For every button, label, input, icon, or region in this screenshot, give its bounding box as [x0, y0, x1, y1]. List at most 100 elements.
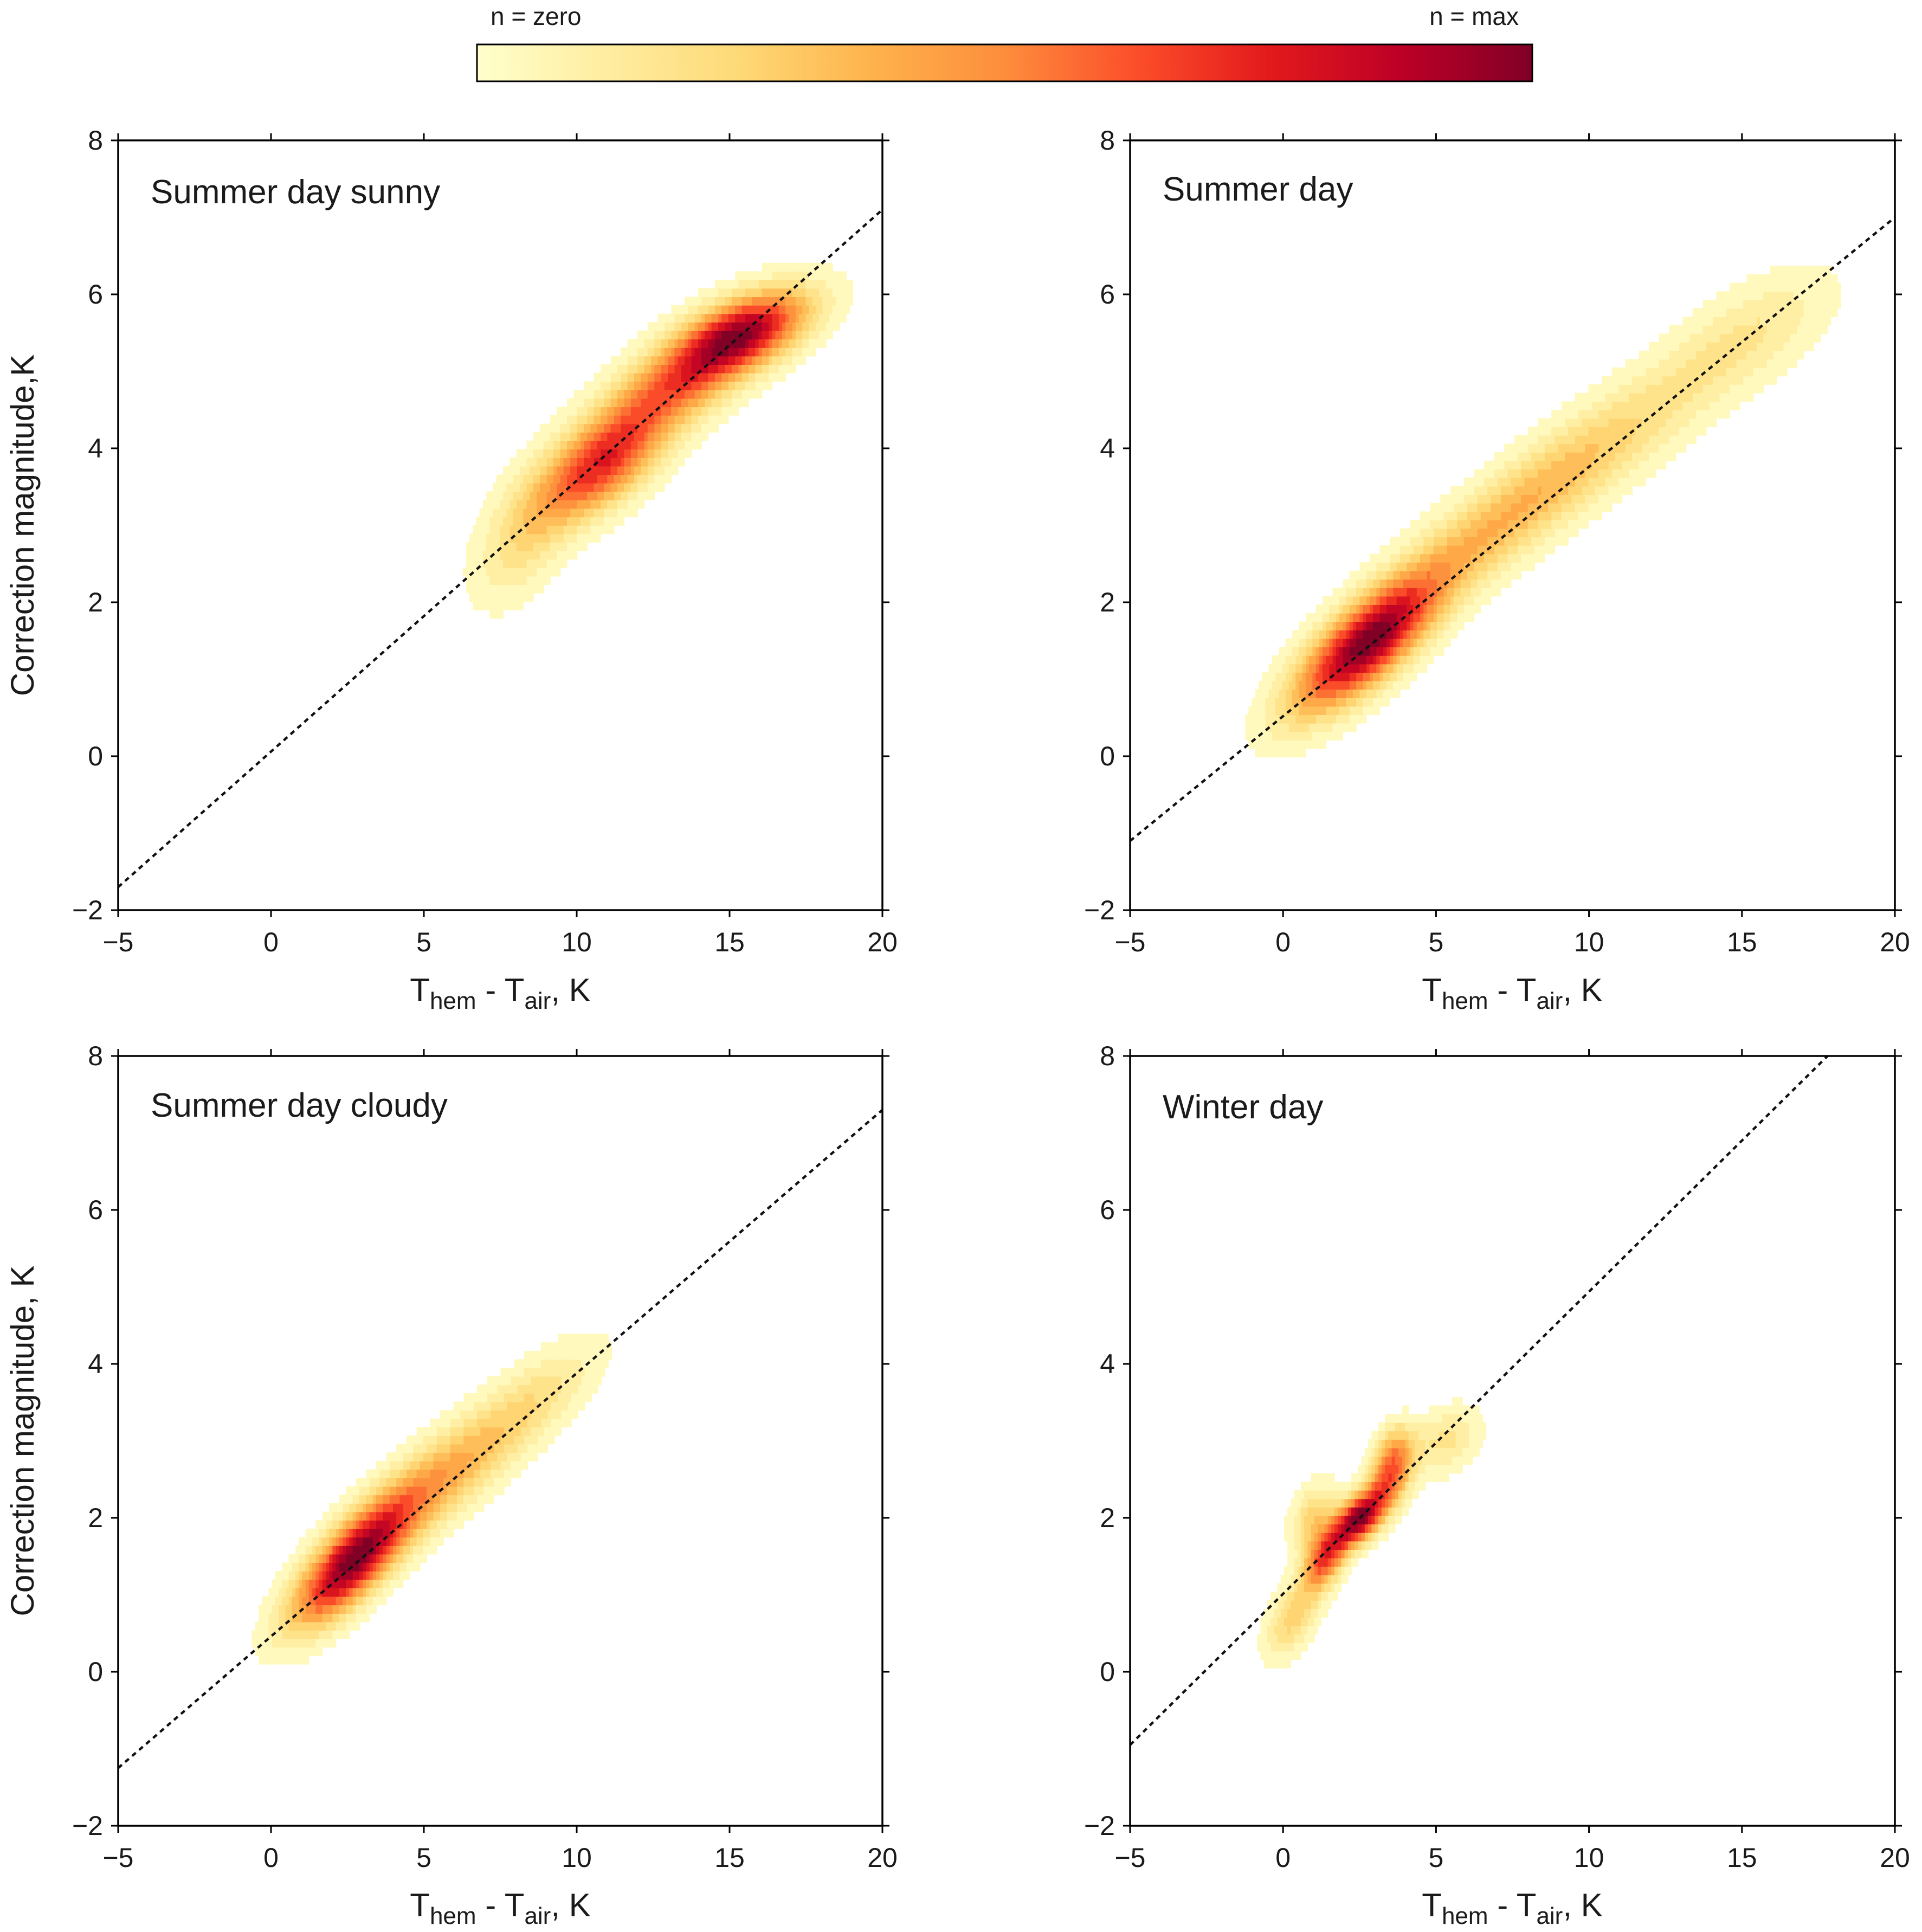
density-cell: [621, 482, 625, 492]
density-cell: [1723, 325, 1727, 334]
density-cell: [778, 280, 783, 289]
density-cell: [1484, 528, 1488, 538]
density-cell: [1467, 579, 1471, 588]
density-cell: [1470, 604, 1475, 614]
density-cell: [661, 415, 665, 424]
density-cell: [647, 449, 652, 458]
density-cell: [1248, 723, 1253, 732]
density-cell: [1827, 291, 1831, 300]
density-cell: [621, 432, 625, 441]
density-cell: [1646, 460, 1649, 470]
density-cell: [540, 432, 544, 441]
density-cell: [1491, 570, 1495, 580]
density-cell: [641, 449, 645, 458]
density-cell: [651, 381, 655, 390]
density-cell: [1319, 630, 1323, 639]
density-cell: [1655, 401, 1660, 410]
density-cell: [1521, 469, 1525, 478]
density-cell: [503, 500, 507, 509]
density-cell: [654, 398, 659, 408]
density-cell: [1834, 308, 1838, 317]
density-cell: [1359, 588, 1364, 597]
density-cell: [775, 313, 779, 323]
density-cell: [1726, 325, 1730, 334]
density-cell: [627, 500, 631, 509]
density-cell: [755, 271, 759, 280]
density-cell: [1363, 714, 1367, 724]
density-cell: [1608, 427, 1613, 436]
density-cell: [671, 381, 675, 390]
density-cell: [1575, 443, 1579, 453]
density-cell: [1343, 579, 1347, 588]
density-cell: [1652, 469, 1656, 478]
density-cell: [1750, 384, 1754, 394]
density-cell: [1272, 698, 1276, 707]
density-cell: [1642, 367, 1646, 377]
density-cell: [674, 381, 679, 390]
density-cell: [543, 440, 547, 450]
density-cell: [705, 372, 709, 382]
density-cell: [1669, 342, 1673, 351]
density-cell: [597, 440, 601, 450]
density-cell: [731, 390, 736, 399]
density-cell: [698, 390, 702, 399]
density-cell: [540, 449, 544, 458]
density-cell: [752, 305, 756, 314]
density-cell: [1292, 706, 1297, 716]
density-cell: [336, 1545, 340, 1555]
density-cell: [1420, 613, 1424, 622]
density-cell: [315, 1554, 320, 1563]
density-cell: [627, 390, 631, 399]
density-cell: [1575, 418, 1579, 427]
density-cell: [597, 466, 601, 475]
density-cell: [1376, 672, 1381, 681]
density-cell: [1470, 596, 1475, 605]
density-cell: [513, 525, 517, 534]
density-cell: [799, 297, 803, 306]
density-cell: [1447, 511, 1451, 520]
density-cell: [1457, 537, 1461, 546]
density-cell: [1770, 325, 1774, 334]
density-cell: [1713, 401, 1717, 410]
density-cell: [315, 1571, 320, 1580]
density-cell: [1750, 299, 1754, 309]
density-cell: [526, 593, 531, 602]
density-cell: [1666, 392, 1670, 402]
density-cell: [509, 568, 514, 577]
density-cell: [1457, 520, 1461, 529]
density-cell: [799, 356, 803, 365]
density-cell: [1538, 435, 1542, 445]
density-cell: [516, 593, 520, 602]
density-cell: [1783, 274, 1788, 284]
density-cell: [1710, 376, 1713, 385]
density-cell: [503, 466, 507, 475]
density-cell: [805, 288, 810, 297]
density-cell: [749, 322, 752, 331]
density-cell: [805, 271, 810, 280]
density-cell: [570, 525, 575, 534]
density-cell: [651, 330, 655, 340]
density-cell: [1352, 613, 1357, 622]
density-cell: [1611, 410, 1616, 419]
density-cell: [1393, 630, 1397, 639]
density-cell: [1555, 443, 1559, 453]
density-cell: [1649, 443, 1653, 453]
density-cell: [332, 1562, 337, 1572]
density-cell: [1356, 655, 1360, 665]
density-cell: [1343, 621, 1347, 630]
density-cell: [557, 407, 561, 416]
density-cell: [1548, 435, 1552, 445]
density-cell: [573, 508, 578, 518]
density-cell: [1511, 562, 1515, 571]
density-cell: [691, 364, 695, 373]
density-cell: [1315, 621, 1320, 630]
density-cell: [1605, 494, 1609, 504]
density-cell: [769, 339, 773, 348]
density-cell: [537, 525, 541, 534]
density-cell: [711, 398, 715, 408]
density-cell: [738, 271, 743, 280]
density-cell: [1575, 494, 1579, 504]
density-cell: [466, 550, 470, 560]
density-cell: [1696, 342, 1700, 351]
density-cell: [1669, 376, 1673, 385]
